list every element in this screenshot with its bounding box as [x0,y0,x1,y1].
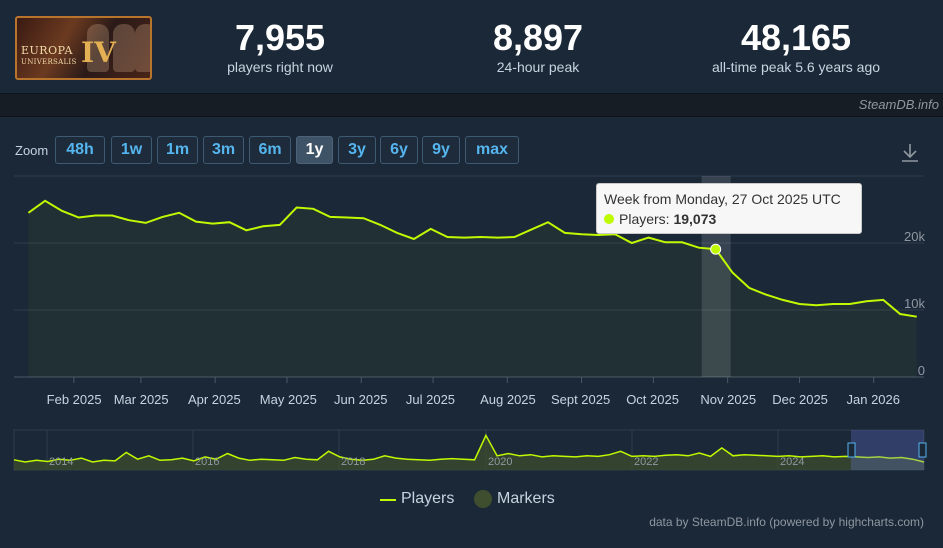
stat-label: players right now [227,59,333,75]
zoom-button-1w[interactable]: 1w [111,136,152,164]
x-axis-label: Jul 2025 [405,392,456,407]
navigator-handle [847,442,856,458]
x-axis-label: Jun 2025 [334,392,388,407]
tooltip-value: 19,073 [673,211,717,227]
navigator-year-label: 2014 [49,456,74,468]
y-axis-label: 0 [917,363,925,378]
zoom-button-9y[interactable]: 9y [422,136,460,164]
logo-text: UNIVERSALIS [21,58,77,66]
x-axis-label: Nov 2025 [700,392,757,407]
zoom-button-6m[interactable]: 6m [249,136,291,164]
hovered-point [710,243,722,255]
x-axis-label: Feb 2025 [46,392,102,407]
chart-credit[interactable]: data by SteamDB.info (powered by highcha… [649,515,924,529]
stat-players-now: 7,955 players right now [200,18,360,76]
chart-grid [14,175,924,383]
steamdb-credit[interactable]: SteamDB.info [858,97,939,112]
zoom-button-max[interactable]: max [465,136,519,164]
series-dot-icon [604,214,614,224]
zoom-label: Zoom [15,143,49,158]
zoom-button-1m[interactable]: 1m [157,136,198,164]
zoom-button-48h[interactable]: 48h [55,136,105,164]
navigator-year-label: 2018 [341,456,366,468]
players-line [27,199,917,318]
chart-tooltip: Week from Monday, 27 Oct 2025 UTC Player… [596,183,862,234]
x-axis-label: Mar 2025 [113,392,169,407]
navigator-year-label: 2020 [488,456,513,468]
navigator-year-label: 2016 [195,456,220,468]
logo-text: EUROPA [21,44,73,57]
navigator-area [14,435,924,470]
zoom-button-6y[interactable]: 6y [380,136,418,164]
tooltip-row: Players: 19,073 [604,210,854,228]
legend-markers-dot-icon [474,490,492,508]
stats-header: EUROPA UNIVERSALIS IV 7,955 players righ… [0,0,943,94]
x-axis-label: Dec 2025 [772,392,828,407]
stat-label: 24-hour peak [496,59,580,75]
navigator-selection [851,430,924,470]
x-axis-label: Aug 2025 [480,392,536,407]
navigator-line [13,433,925,463]
x-axis-label: Apr 2025 [187,392,241,407]
navigator-year-label: 2022 [634,456,659,468]
tooltip-series-label: Players: [619,211,674,227]
navigator-handle [918,442,927,458]
logo-figure [113,24,135,72]
navigator [13,429,927,471]
legend-players-line-icon [380,499,396,501]
stat-24h-peak: 8,897 24-hour peak [458,18,618,76]
download-icon[interactable] [898,141,922,165]
x-axis-label: Sept 2025 [550,392,611,407]
stat-label: all-time peak 5.6 years ago [711,59,881,75]
logo-numeral: IV [81,36,116,69]
y-axis-label: 20k [904,229,925,244]
logo-figure [135,24,150,72]
x-axis-label: Jan 2026 [846,392,901,407]
tooltip-title: Week from Monday, 27 Oct 2025 UTC [604,191,841,207]
y-axis-label: 10k [904,296,925,311]
zoom-button-1y[interactable]: 1y [296,136,333,164]
stat-value: 7,955 [234,17,326,58]
x-axis-label: Oct 2025 [626,392,679,407]
x-axis-label: May 2025 [259,392,317,407]
legend-players[interactable]: Players [401,490,455,507]
chart-points [710,243,722,255]
stat-value: 8,897 [492,17,584,58]
stat-value: 48,165 [740,17,852,58]
logo-figure [87,24,109,72]
game-logo[interactable]: EUROPA UNIVERSALIS IV [15,16,152,80]
navigator-year-label: 2024 [780,456,805,468]
zoom-button-3m[interactable]: 3m [203,136,244,164]
stat-all-time-peak: 48,165 all-time peak 5.6 years ago [686,18,906,76]
zoom-button-3y[interactable]: 3y [338,136,376,164]
players-area [28,200,917,377]
legend-markers[interactable]: Markers [497,490,555,507]
